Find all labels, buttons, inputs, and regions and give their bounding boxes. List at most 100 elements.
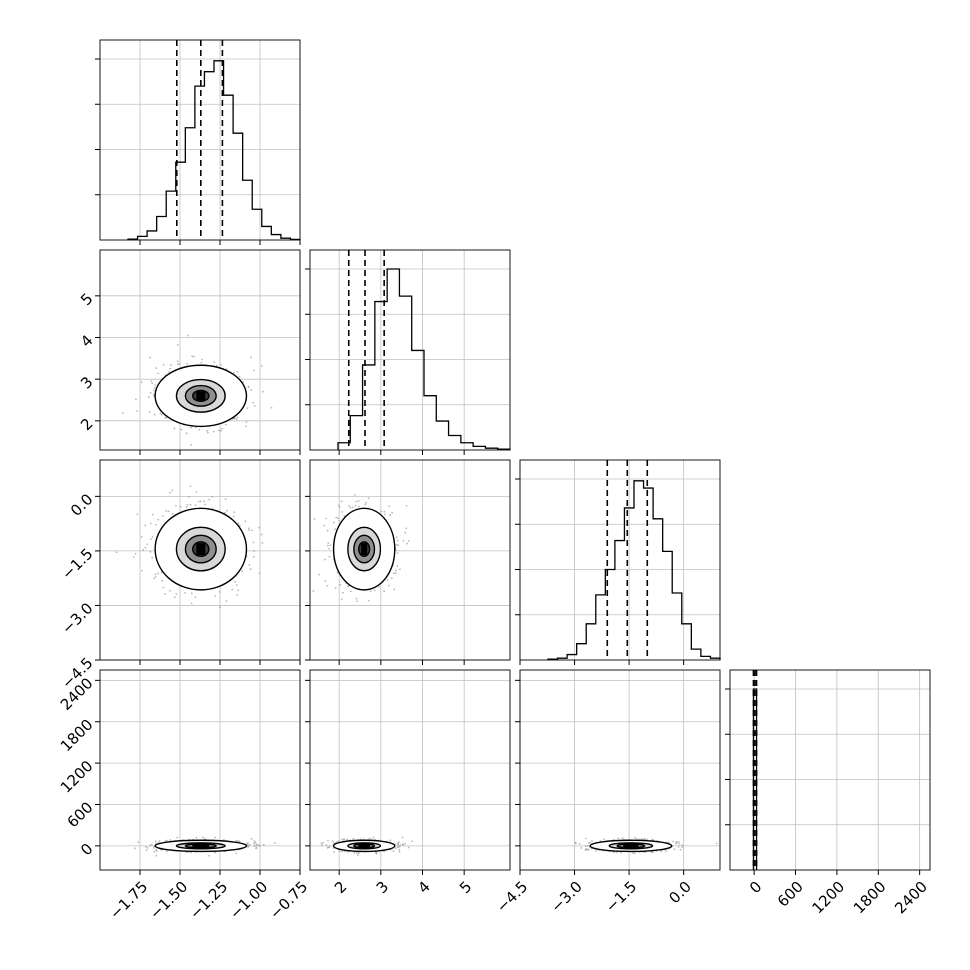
density-peak bbox=[196, 543, 206, 556]
sample-point bbox=[232, 371, 235, 374]
sample-point bbox=[251, 529, 253, 532]
sample-point bbox=[155, 367, 158, 369]
y-tick-label: 1200 bbox=[57, 757, 97, 797]
sample-point bbox=[677, 845, 680, 848]
sample-point bbox=[257, 844, 260, 847]
sample-point bbox=[398, 848, 401, 851]
sample-point bbox=[355, 500, 358, 503]
sample-point bbox=[137, 841, 140, 844]
sample-point bbox=[206, 431, 209, 434]
sample-point bbox=[667, 841, 670, 844]
sample-point bbox=[677, 840, 680, 843]
sample-point bbox=[325, 517, 327, 520]
sample-point bbox=[326, 544, 329, 547]
sample-point bbox=[396, 552, 399, 555]
sample-point bbox=[194, 426, 197, 429]
sample-point bbox=[338, 519, 341, 522]
sample-point bbox=[248, 843, 251, 846]
sample-point bbox=[154, 384, 157, 387]
x-tick-label: 0.0 bbox=[665, 878, 695, 908]
sample-point bbox=[651, 851, 654, 853]
sample-point bbox=[337, 517, 340, 520]
sample-point bbox=[213, 361, 216, 364]
x-tick-label: −1.50 bbox=[146, 878, 191, 923]
sample-point bbox=[312, 590, 315, 593]
sample-point bbox=[144, 524, 147, 527]
sample-point bbox=[180, 428, 183, 431]
sample-point bbox=[603, 838, 606, 841]
sample-point bbox=[146, 846, 149, 849]
sample-point bbox=[153, 387, 156, 389]
sample-point bbox=[254, 841, 257, 844]
sample-point bbox=[211, 495, 214, 498]
sample-point bbox=[146, 543, 149, 546]
sample-point bbox=[253, 840, 256, 843]
sample-point bbox=[313, 518, 316, 520]
sample-point bbox=[346, 838, 349, 841]
sample-point bbox=[140, 536, 143, 538]
sample-point bbox=[161, 515, 164, 517]
sample-point bbox=[154, 840, 157, 843]
sample-point bbox=[186, 503, 189, 506]
sample-point bbox=[192, 355, 195, 358]
sample-point bbox=[333, 851, 335, 853]
sample-point bbox=[165, 850, 168, 853]
sample-point bbox=[369, 590, 372, 593]
sample-point bbox=[389, 514, 392, 516]
sample-point bbox=[367, 599, 370, 602]
sample-point bbox=[134, 847, 136, 850]
density-peak bbox=[361, 845, 368, 847]
sample-point bbox=[169, 367, 171, 370]
sample-point bbox=[173, 427, 176, 430]
sample-point bbox=[151, 556, 154, 559]
sample-point bbox=[351, 506, 354, 509]
sample-point bbox=[234, 580, 236, 583]
sample-point bbox=[390, 577, 393, 580]
sample-point bbox=[635, 838, 638, 840]
sample-point bbox=[354, 504, 357, 507]
sample-point bbox=[328, 846, 331, 848]
sample-point bbox=[154, 573, 157, 576]
sample-point bbox=[355, 597, 358, 600]
sample-point bbox=[340, 500, 343, 503]
sample-point bbox=[225, 600, 228, 602]
sample-point bbox=[250, 837, 253, 840]
sample-point bbox=[634, 836, 636, 839]
sample-point bbox=[176, 360, 179, 363]
sample-point bbox=[237, 522, 240, 525]
sample-point bbox=[591, 840, 593, 842]
sample-point bbox=[173, 596, 176, 599]
sample-point bbox=[175, 504, 177, 507]
sample-point bbox=[201, 358, 204, 361]
sample-point bbox=[580, 847, 583, 849]
sample-point bbox=[148, 396, 150, 399]
y-tick-label: −3.0 bbox=[58, 599, 96, 637]
sample-point bbox=[160, 571, 163, 574]
sample-point bbox=[176, 344, 179, 346]
scatter-panel-4-2 bbox=[305, 669, 511, 875]
sample-point bbox=[715, 842, 718, 845]
sample-point bbox=[334, 587, 337, 590]
x-tick-label: −1.25 bbox=[186, 878, 231, 923]
panel-frame bbox=[99, 459, 301, 661]
sample-point bbox=[342, 838, 345, 841]
sample-point bbox=[200, 361, 203, 364]
sample-point bbox=[252, 555, 255, 558]
sample-point bbox=[153, 389, 155, 392]
sample-point bbox=[383, 513, 386, 516]
sample-point bbox=[190, 851, 192, 854]
sample-point bbox=[621, 837, 624, 840]
sample-point bbox=[338, 850, 341, 853]
sample-point bbox=[214, 594, 217, 597]
sample-point bbox=[247, 846, 250, 848]
sample-point bbox=[373, 589, 376, 592]
y-tick-label: 0 bbox=[77, 840, 96, 859]
panel-frame bbox=[729, 669, 931, 871]
sample-point bbox=[246, 843, 249, 845]
sample-point bbox=[398, 845, 401, 848]
sample-point bbox=[246, 407, 249, 410]
density-peak bbox=[196, 391, 206, 401]
sample-point bbox=[262, 843, 265, 846]
y-tick-label: 5 bbox=[77, 290, 96, 309]
sample-point bbox=[136, 410, 138, 412]
